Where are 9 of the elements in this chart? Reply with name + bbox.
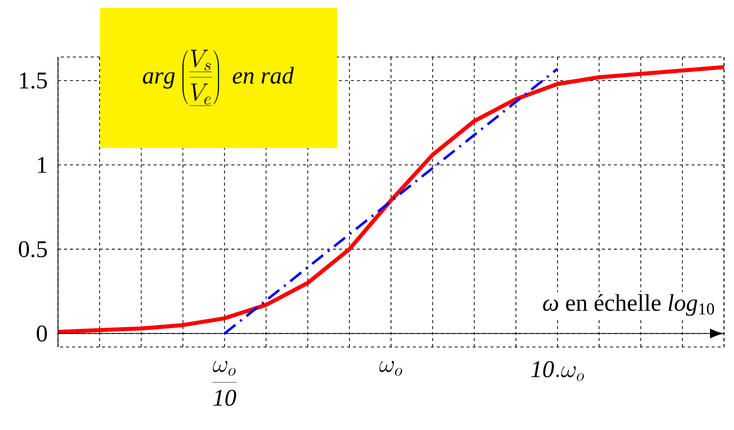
x-tick-label: $\mathit{10.}\omega_o$ <box>531 361 584 381</box>
y-tick-label: 1.5 <box>20 72 47 89</box>
x-axis-title: ω en échelle log$_{10}$ <box>543 294 714 316</box>
y-tick-label: 1 <box>38 157 46 173</box>
y-axis-title: $\mathit{arg}\left(\frac{\underline{V_s}}{\underline{V_e}}\right)\ \mathit{en\ rad}$ <box>142 50 294 106</box>
y-tick-label: 0.5 <box>18 241 47 258</box>
x-tick-label: $\omega_o$ <box>379 360 402 376</box>
y-tick-label: 0 <box>36 325 47 342</box>
x-tick-label: $\frac{\omega_o}{\mathit{10}}$ <box>212 360 236 406</box>
